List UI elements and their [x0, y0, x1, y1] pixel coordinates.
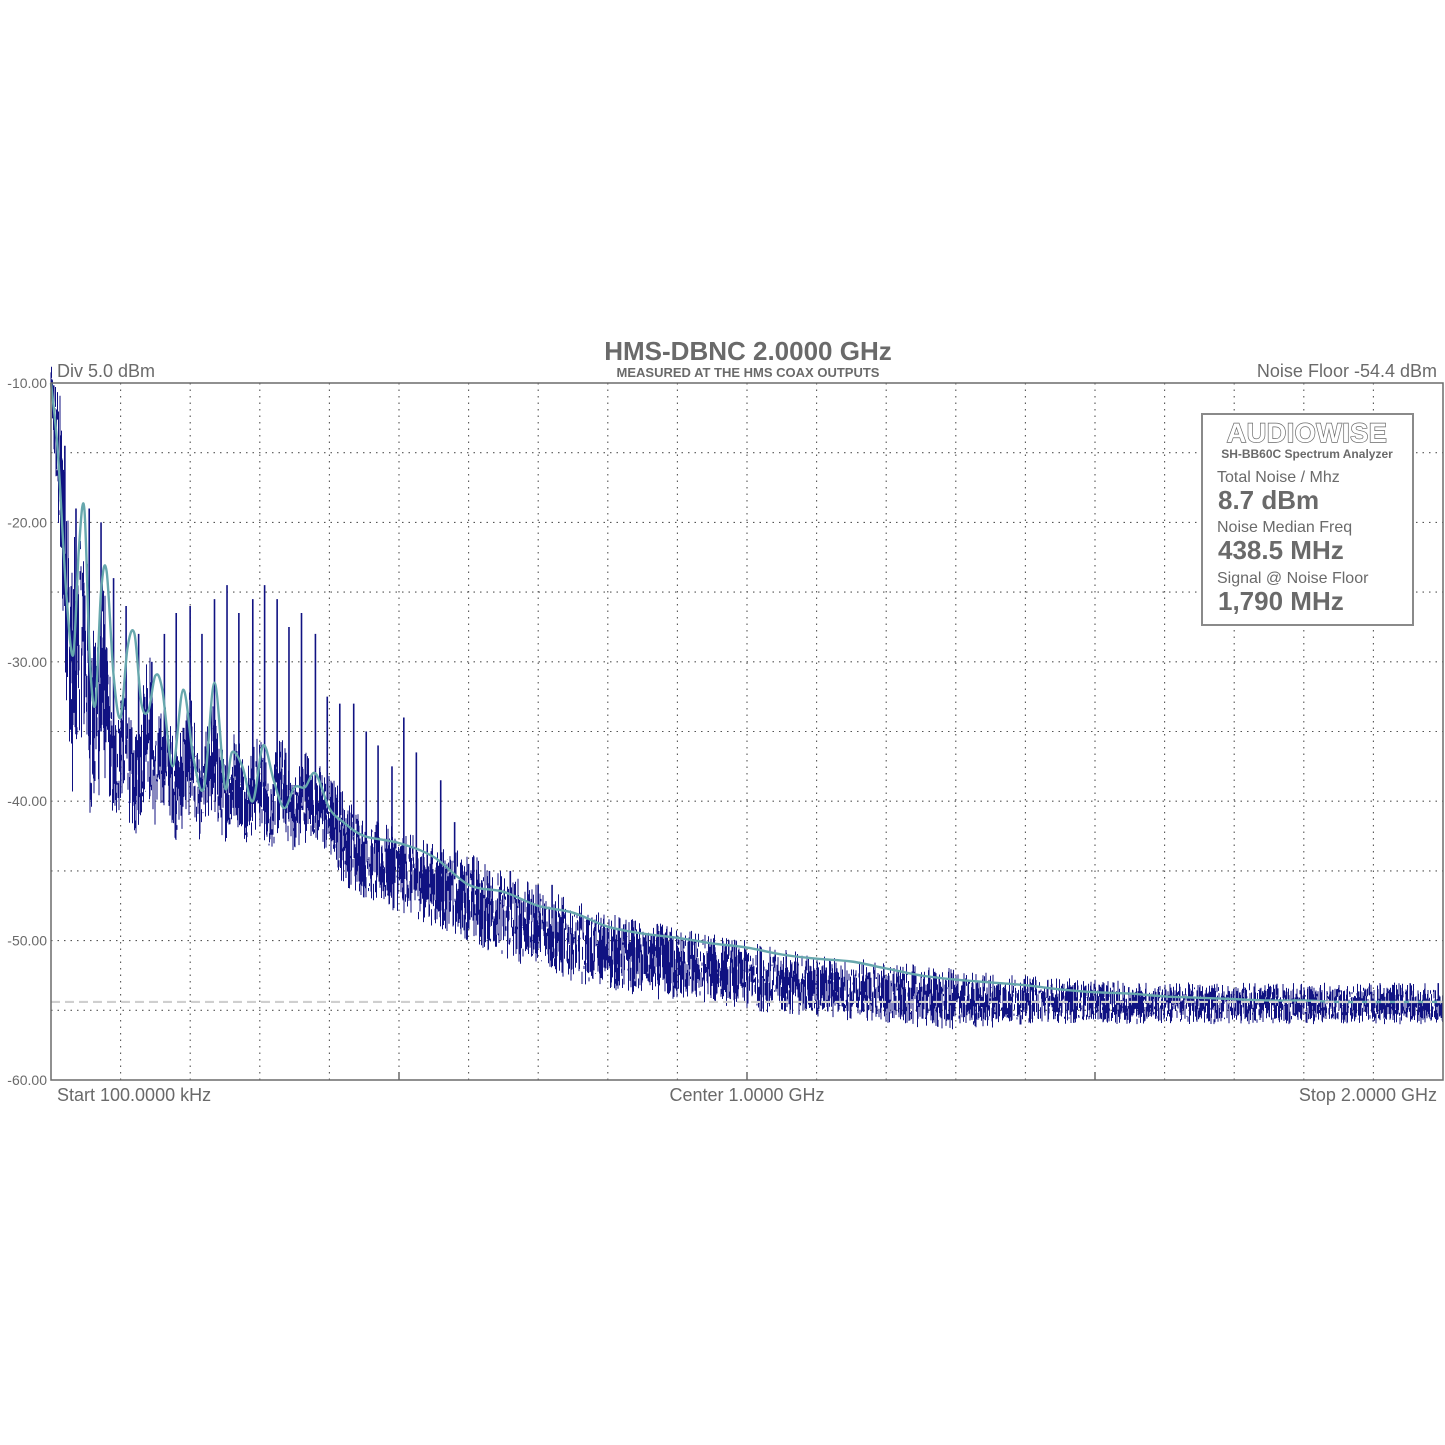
noise-floor-label: Noise Floor -54.4 dBm — [1257, 361, 1437, 381]
info-box-frame — [1201, 413, 1414, 626]
y-tick-label: -10.00 — [7, 375, 47, 391]
y-tick-label: -20.00 — [7, 514, 47, 530]
chart-subtitle: MEASURED AT THE HMS COAX OUTPUTS — [617, 365, 880, 380]
stat-value-median-freq: 438.5 MHz — [1218, 535, 1344, 565]
grid — [51, 383, 1443, 1080]
y-tick-label: -40.00 — [7, 793, 47, 809]
y-axis-ticks: -10.00 -20.00 -30.00 -40.00 -50.00 -60.00 — [7, 375, 47, 1088]
brand-logo: AUDIOWISE — [1227, 418, 1388, 448]
analyzer-name: SH-BB60C Spectrum Analyzer — [1221, 447, 1393, 461]
y-tick-label: -30.00 — [7, 654, 47, 670]
y-tick-label: -60.00 — [7, 1072, 47, 1088]
x-stop-label: Stop 2.0000 GHz — [1299, 1085, 1437, 1105]
div-label: Div 5.0 dBm — [57, 361, 155, 381]
y-tick-label: -50.00 — [7, 933, 47, 949]
stat-label-total-noise: Total Noise / Mhz — [1217, 469, 1340, 486]
stat-label-median-freq: Noise Median Freq — [1217, 519, 1352, 536]
info-box: AUDIOWISE SH-BB60C Spectrum Analyzer Tot… — [1201, 413, 1414, 626]
x-start-label: Start 100.0000 kHz — [57, 1085, 211, 1105]
x-center-label: Center 1.0000 GHz — [669, 1085, 824, 1105]
median-trace — [49, 382, 1443, 1004]
stat-value-total-noise: 8.7 dBm — [1218, 485, 1319, 515]
median-line — [49, 382, 1443, 1004]
plot-frame — [50, 382, 1444, 1081]
stat-value-signal-floor: 1,790 MHz — [1218, 586, 1344, 616]
chart-title: HMS-DBNC 2.0000 GHz — [604, 336, 892, 366]
stat-label-signal-floor: Signal @ Noise Floor — [1217, 570, 1369, 587]
